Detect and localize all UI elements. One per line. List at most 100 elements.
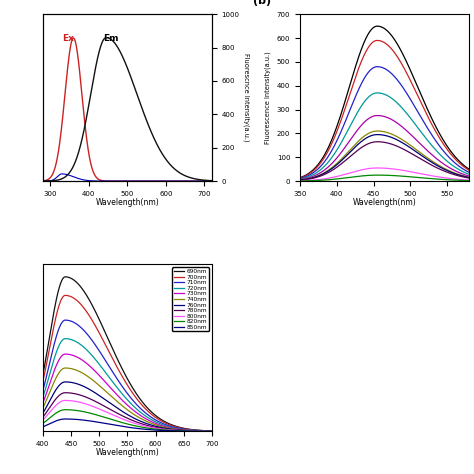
730nm <box>63 351 68 357</box>
700nm <box>209 428 215 434</box>
800nm <box>118 416 124 421</box>
780nm <box>209 428 215 434</box>
720nm <box>60 337 65 343</box>
730nm <box>60 352 65 358</box>
Line: 780nm: 780nm <box>43 393 212 431</box>
780nm <box>136 420 142 426</box>
740nm <box>136 415 142 420</box>
780nm <box>112 409 118 415</box>
710nm <box>209 428 215 434</box>
690nm <box>60 276 65 282</box>
700nm <box>115 366 121 372</box>
820nm <box>40 421 46 427</box>
800nm <box>136 422 142 428</box>
700nm <box>53 315 59 320</box>
780nm <box>60 391 65 396</box>
690nm <box>63 274 68 280</box>
780nm <box>53 396 59 402</box>
Line: 730nm: 730nm <box>43 354 212 431</box>
Text: Ex: Ex <box>62 34 74 43</box>
Text: (b): (b) <box>253 0 271 6</box>
740nm <box>112 396 118 402</box>
710nm <box>40 388 46 394</box>
720nm <box>118 390 124 395</box>
X-axis label: Wavelength(nm): Wavelength(nm) <box>95 198 159 207</box>
700nm <box>40 380 46 385</box>
800nm <box>63 398 68 403</box>
740nm <box>209 428 215 434</box>
760nm <box>115 406 121 411</box>
820nm <box>53 410 59 416</box>
Text: Em: Em <box>103 34 119 43</box>
850nm <box>115 423 121 428</box>
740nm <box>118 402 124 408</box>
710nm <box>53 336 59 341</box>
700nm <box>60 294 65 300</box>
850nm <box>40 424 46 430</box>
800nm <box>112 413 118 419</box>
710nm <box>60 319 65 324</box>
850nm <box>209 428 215 434</box>
780nm <box>63 390 68 396</box>
710nm <box>136 404 142 410</box>
Y-axis label: Fluorescnce Intensity(a.u.): Fluorescnce Intensity(a.u.) <box>243 54 249 142</box>
730nm <box>118 396 124 402</box>
720nm <box>115 386 121 392</box>
800nm <box>60 398 65 404</box>
850nm <box>60 416 65 422</box>
850nm <box>136 426 142 431</box>
760nm <box>136 418 142 423</box>
760nm <box>40 410 46 416</box>
730nm <box>53 364 59 370</box>
730nm <box>40 401 46 406</box>
Line: 720nm: 720nm <box>43 338 212 431</box>
850nm <box>63 416 68 422</box>
740nm <box>60 366 65 372</box>
Legend: 690nm, 700nm, 710nm, 720nm, 730nm, 740nm, 760nm, 780nm, 800nm, 820nm, 850nm: 690nm, 700nm, 710nm, 720nm, 730nm, 740nm… <box>172 267 209 331</box>
820nm <box>112 418 118 423</box>
Line: 800nm: 800nm <box>43 401 212 431</box>
730nm <box>209 428 215 434</box>
850nm <box>112 422 118 428</box>
690nm <box>40 373 46 379</box>
800nm <box>53 403 59 409</box>
850nm <box>53 418 59 424</box>
Line: 700nm: 700nm <box>43 295 212 431</box>
800nm <box>40 418 46 423</box>
760nm <box>53 387 59 393</box>
740nm <box>40 406 46 411</box>
720nm <box>209 428 215 434</box>
820nm <box>63 407 68 412</box>
Line: 710nm: 710nm <box>43 320 212 431</box>
Line: 820nm: 820nm <box>43 410 212 431</box>
740nm <box>115 400 121 405</box>
720nm <box>40 395 46 401</box>
690nm <box>136 395 142 401</box>
X-axis label: Wavelength(nm): Wavelength(nm) <box>353 198 417 207</box>
Line: 690nm: 690nm <box>43 277 212 431</box>
850nm <box>118 423 124 429</box>
690nm <box>112 350 118 356</box>
690nm <box>118 364 124 370</box>
740nm <box>63 365 68 371</box>
700nm <box>112 360 118 365</box>
760nm <box>209 428 215 434</box>
700nm <box>118 372 124 377</box>
720nm <box>53 351 59 357</box>
Line: 740nm: 740nm <box>43 368 212 431</box>
700nm <box>136 399 142 404</box>
780nm <box>118 412 124 418</box>
710nm <box>118 382 124 388</box>
820nm <box>115 419 121 424</box>
X-axis label: Wavelength(nm): Wavelength(nm) <box>95 448 159 457</box>
690nm <box>53 300 59 305</box>
820nm <box>136 424 142 429</box>
760nm <box>118 408 124 413</box>
720nm <box>136 408 142 414</box>
710nm <box>63 317 68 323</box>
710nm <box>112 372 118 378</box>
Line: 850nm: 850nm <box>43 419 212 431</box>
Line: 760nm: 760nm <box>43 382 212 431</box>
700nm <box>63 292 68 298</box>
820nm <box>60 407 65 413</box>
